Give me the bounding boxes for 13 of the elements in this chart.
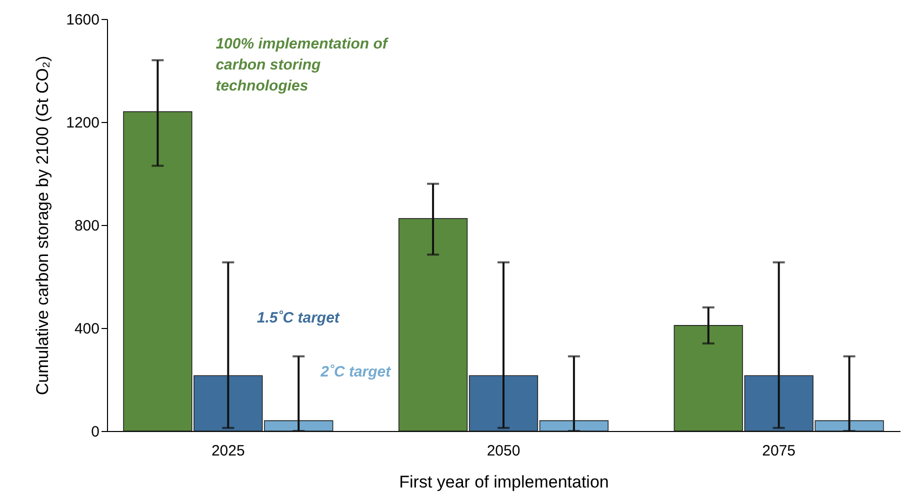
y-tick-label: 400 — [74, 320, 100, 338]
x-axis-title: First year of implementation — [399, 472, 609, 492]
y-axis-title: Cumulative carbon storage by 2100 (Gt CO₂) — [33, 56, 52, 396]
y-tick-label: 1200 — [66, 114, 100, 132]
x-tick-label: 2025 — [211, 442, 245, 460]
y-tick-label: 0 — [91, 424, 100, 440]
y-tick-label: 800 — [74, 218, 100, 234]
y-tick-label: 1600 — [66, 12, 100, 28]
text: 1.5˚C target — [256, 310, 340, 327]
text: 2˚C target — [320, 364, 392, 381]
series-label: 100% implementation of carbon storing technologies — [216, 36, 390, 95]
x-tick-label: 2050 — [486, 442, 520, 460]
x-tick-label: 2075 — [762, 442, 796, 460]
